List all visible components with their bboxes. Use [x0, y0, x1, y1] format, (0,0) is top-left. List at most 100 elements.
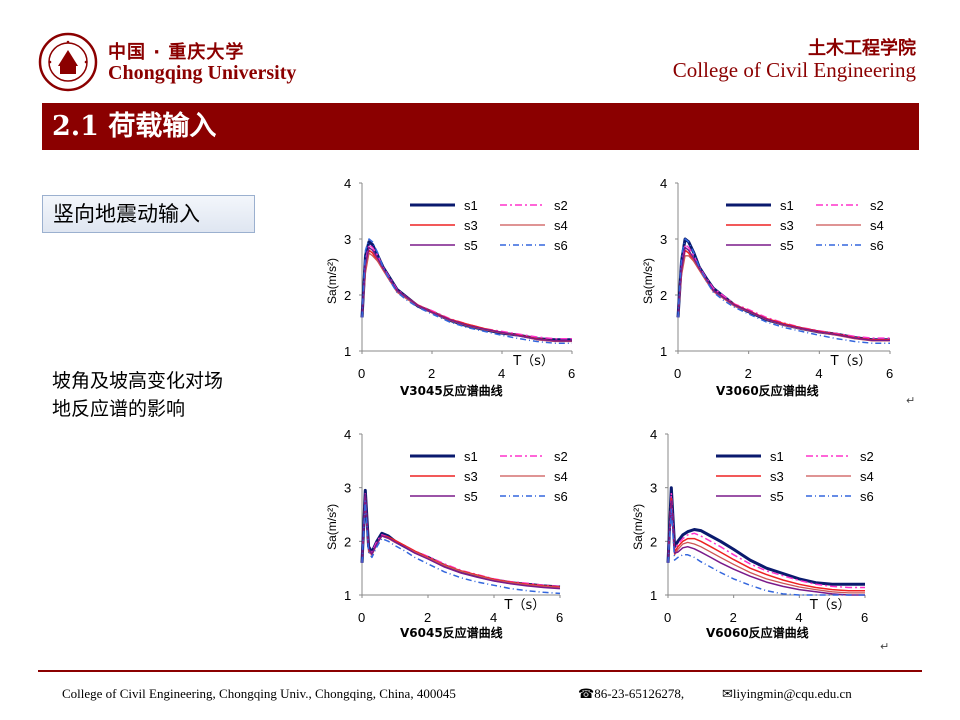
legend-label-s3: s3 — [770, 469, 784, 484]
y-tick-label: 1 — [660, 344, 667, 359]
y-tick-label: 4 — [344, 176, 351, 191]
legend-label-s2: s2 — [860, 449, 874, 464]
series-line-s5 — [667, 500, 865, 596]
series-line-s4 — [361, 252, 572, 343]
series-line-s5 — [677, 246, 890, 342]
x-tick-label: 6 — [568, 366, 575, 381]
y-tick-label: 2 — [650, 534, 657, 549]
footer-email: ✉liyingmin@cqu.edu.cn — [722, 686, 852, 702]
legend-label-s3: s3 — [780, 218, 794, 233]
y-tick-label: 3 — [344, 481, 351, 496]
x-tick-label: 0 — [358, 610, 365, 625]
legend-label-s6: s6 — [554, 238, 568, 253]
legend-label-s4: s4 — [860, 469, 874, 484]
mail-icon: ✉ — [722, 686, 733, 701]
x-tick-label: 4 — [815, 366, 822, 381]
y-tick-label: 3 — [660, 232, 667, 247]
slide-title-bar: 2.1 荷载输入 — [42, 103, 919, 150]
y-axis-label: Sa(m/s²) — [325, 504, 339, 550]
y-tick-label: 4 — [650, 427, 657, 442]
university-name-cn: 中国 · 重庆大学 — [108, 42, 245, 63]
y-axis-label: Sa(m/s²) — [325, 258, 339, 304]
x-tick-label: 0 — [674, 366, 681, 381]
x-tick-label: 2 — [745, 366, 752, 381]
series-line-s3 — [677, 249, 890, 341]
legend-label-s5: s5 — [464, 238, 478, 253]
legend-label-s5: s5 — [464, 489, 478, 504]
legend-label-s2: s2 — [870, 198, 884, 213]
chart-2: 1 2 3 4 0 2 4 6 Sa(m/s²) T（s） V3060反应谱曲线 s1 s2 s3 s4 s5… — [641, 176, 893, 398]
footer-address: College of Civil Engineering, Chongqing … — [62, 686, 456, 701]
university-seal-logo — [38, 32, 98, 92]
slide-title: 2.1 荷载输入 — [52, 111, 217, 142]
x-tick-label: 4 — [490, 610, 497, 625]
x-tick-label: 4 — [498, 366, 505, 381]
x-tick-label: 2 — [424, 610, 431, 625]
y-axis-label: Sa(m/s²) — [641, 258, 655, 304]
y-tick-label: 1 — [344, 344, 351, 359]
legend-label-s3: s3 — [464, 469, 478, 484]
y-tick-label: 2 — [344, 288, 351, 303]
legend-label-s1: s1 — [770, 449, 784, 464]
series-line-s6 — [361, 500, 561, 595]
series-line-s5 — [361, 493, 561, 590]
x-tick-label: 0 — [664, 610, 671, 625]
y-tick-label: 4 — [344, 427, 351, 442]
x-tick-label: 2 — [730, 610, 737, 625]
series-line-s6 — [361, 238, 572, 344]
chart-3: 1 2 3 4 0 2 4 6 Sa(m/s²) T（s）V6045反应谱曲线 s1 s2 s3 s4 s5… — [325, 427, 568, 640]
series-line-s4 — [667, 503, 865, 594]
footer-phone-number: 86-23-65126278, — [594, 686, 685, 701]
y-tick-label: 3 — [650, 481, 657, 496]
footer-email-address: liyingmin@cqu.edu.cn — [732, 686, 852, 701]
phone-icon: ☎ — [578, 686, 595, 701]
x-axis-label: T（s） — [809, 598, 851, 613]
y-axis-label: Sa(m/s²) — [631, 504, 645, 550]
legend-label-s6: s6 — [860, 489, 874, 504]
y-tick-label: 4 — [660, 176, 667, 191]
legend-label-s4: s4 — [554, 218, 568, 233]
section-tag: 竖向地震动输入 — [42, 195, 255, 233]
college-name-cn: 土木工程学院 — [808, 38, 916, 59]
legend-label-s3: s3 — [464, 218, 478, 233]
series-line-s2 — [667, 492, 865, 589]
legend-label-s6: s6 — [554, 489, 568, 504]
series-line-s3 — [667, 497, 865, 592]
chart-caption: V6060反应谱曲线 — [706, 625, 809, 640]
series-line-s1 — [666, 486, 865, 586]
legend-label-s5: s5 — [770, 489, 784, 504]
legend-label-s1: s1 — [780, 198, 794, 213]
college-name-en: College of Civil Engineering — [672, 58, 916, 82]
y-tick-label: 1 — [344, 588, 351, 603]
university-name-en: Chongqing University — [108, 62, 297, 84]
legend-label-s6: s6 — [870, 238, 884, 253]
x-tick-label: 6 — [861, 610, 868, 625]
footer-divider — [38, 670, 922, 672]
series-line-s5 — [361, 246, 572, 342]
legend-label-s4: s4 — [870, 218, 884, 233]
legend-label-s1: s1 — [464, 198, 478, 213]
y-tick-label: 2 — [660, 288, 667, 303]
x-tick-label: 6 — [886, 366, 893, 381]
chart-caption: V3045反应谱曲线 — [400, 383, 503, 398]
return-mark: ↵ — [880, 640, 890, 653]
series-line-s4 — [677, 255, 890, 342]
series-line-s6 — [677, 238, 890, 344]
y-tick-label: 3 — [344, 232, 351, 247]
footer-phone: ☎86-23-65126278, — [578, 686, 684, 702]
x-axis-label: T（s） — [512, 354, 554, 369]
series-line-s4 — [361, 497, 561, 589]
y-tick-label: 2 — [344, 534, 351, 549]
legend-label-s2: s2 — [554, 449, 568, 464]
x-tick-label: 0 — [358, 366, 365, 381]
chart-caption: V3060反应谱曲线 — [716, 383, 819, 398]
x-axis-label: T（s） — [504, 598, 546, 613]
legend-label-s4: s4 — [554, 469, 568, 484]
x-axis-label: T（s） — [830, 354, 872, 369]
legend-label-s2: s2 — [554, 198, 568, 213]
return-mark: ↵ — [906, 394, 916, 407]
x-tick-label: 4 — [795, 610, 802, 625]
series-line-s6 — [667, 508, 865, 596]
chart-caption: V6045反应谱曲线 — [400, 625, 503, 640]
